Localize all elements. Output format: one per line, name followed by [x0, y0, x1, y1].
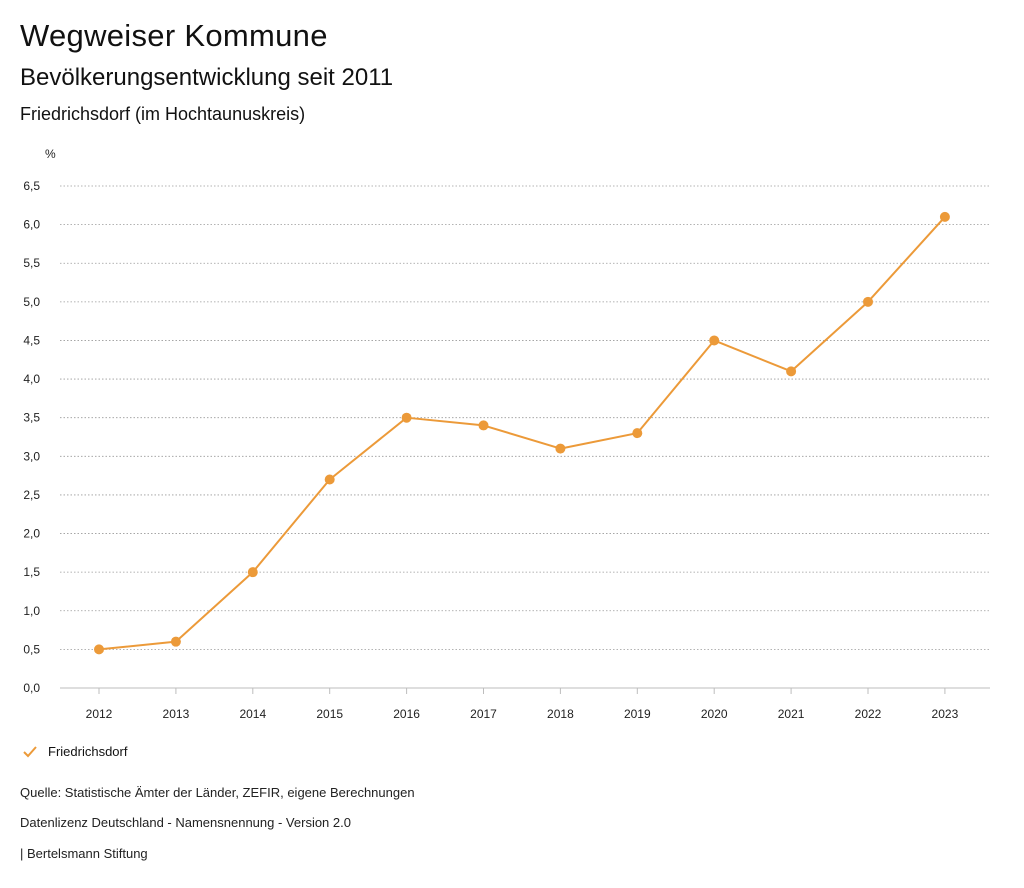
- axis-layer: % 0,0 0,5 1,0 1,5 2,0 2,5 3,0 3,5 4,0 4,5 5,0 5,5 6,0…: [23, 147, 990, 721]
- y-tick-label: 5,0: [23, 295, 40, 309]
- data-point: [632, 428, 643, 439]
- x-tick-label: 2022: [855, 707, 882, 721]
- y-tick-label: 0,5: [23, 642, 40, 656]
- y-tick-label: 2,0: [23, 527, 40, 541]
- series-line: [98, 216, 946, 651]
- x-tick-label: 2017: [470, 707, 497, 721]
- x-tick-label: 2015: [316, 707, 343, 721]
- points-layer: [94, 211, 950, 655]
- region-label: Friedrichsdorf (im Hochtaunuskreis): [20, 104, 306, 124]
- data-point: [94, 644, 104, 655]
- source-note: Quelle: Statistische Ämter der Länder, Z…: [20, 785, 415, 800]
- y-axis-unit: %: [45, 147, 56, 161]
- x-tick-label: 2012: [86, 707, 113, 721]
- data-point: [247, 567, 258, 578]
- page-title: Wegweiser Kommune: [20, 18, 328, 53]
- x-tick-label: 2019: [624, 707, 651, 721]
- y-tick-label: 3,5: [23, 411, 40, 425]
- legend-item-friedrichsdorf[interactable]: Friedrichsdorf: [22, 744, 127, 759]
- x-tick-label: 2016: [393, 707, 420, 721]
- data-point: [478, 420, 489, 431]
- publisher-note: | Bertelsmann Stiftung: [20, 846, 148, 861]
- x-tick-label: 2020: [701, 707, 728, 721]
- x-tick-label: 2018: [547, 707, 574, 721]
- data-point: [324, 474, 335, 485]
- y-tick-label: 6,5: [23, 179, 40, 193]
- y-tick-label: 2,5: [23, 488, 40, 502]
- x-tick-label: 2013: [163, 707, 190, 721]
- x-tick-label: 2014: [239, 707, 266, 721]
- y-tick-label: 6,0: [23, 218, 40, 232]
- x-tick-label: 2023: [932, 707, 959, 721]
- y-tick-label: 4,5: [23, 333, 40, 347]
- data-point: [939, 211, 950, 222]
- series-layer: [98, 216, 946, 651]
- y-tick-label: 4,0: [23, 372, 40, 386]
- y-tick-label: 1,0: [23, 604, 40, 618]
- check-icon: [23, 745, 37, 757]
- data-point: [709, 335, 720, 346]
- chart-subtitle: Bevölkerungsentwicklung seit 2011: [20, 64, 394, 91]
- data-point: [401, 412, 412, 423]
- y-tick-label: 3,0: [23, 449, 40, 463]
- line-chart: % 0,0 0,5 1,0 1,5 2,0 2,5 3,0 3,5 4,0 4,5 5,0 5,5 6,0…: [23, 147, 990, 721]
- grid-layer: [60, 185, 990, 689]
- data-point: [555, 443, 566, 454]
- license-note: Datenlizenz Deutschland - Namensnennung …: [20, 815, 351, 830]
- y-tick-label: 5,5: [23, 256, 40, 270]
- x-tick-label: 2021: [778, 707, 805, 721]
- y-tick-label: 0,0: [23, 681, 40, 695]
- legend-label: Friedrichsdorf: [48, 744, 128, 759]
- data-point: [863, 296, 873, 307]
- data-point: [786, 366, 797, 377]
- y-tick-label: 1,5: [23, 565, 40, 579]
- data-point: [170, 636, 181, 647]
